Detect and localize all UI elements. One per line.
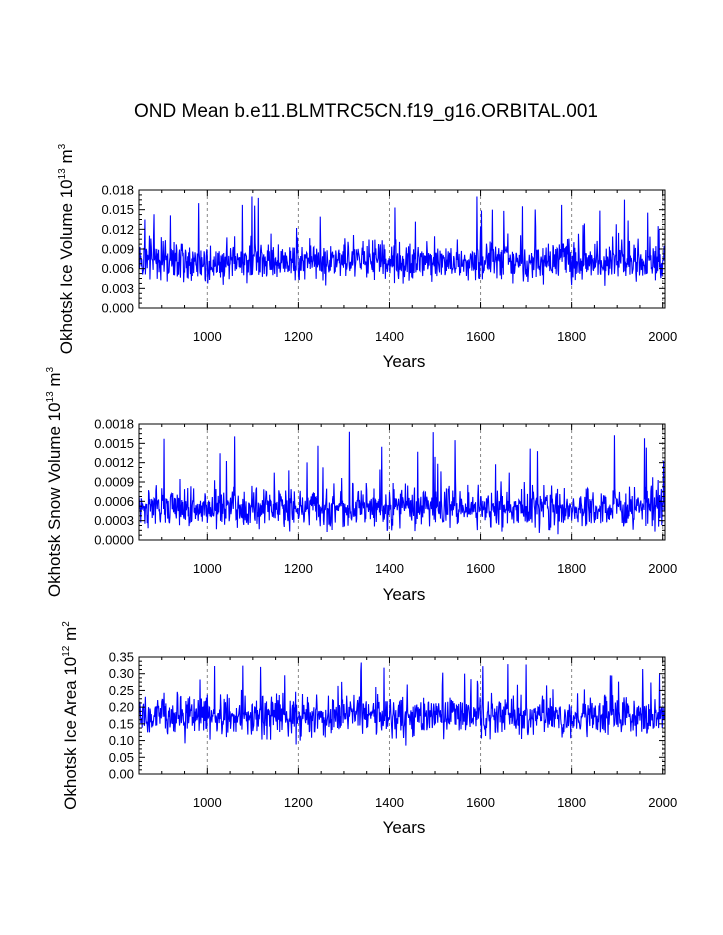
figure-title: OND Mean b.e11.BLMTRC5CN.f19_g16.ORBITAL… xyxy=(134,101,598,122)
series-line xyxy=(138,662,666,746)
y-tick-label: 0.009 xyxy=(101,242,134,257)
x-tick-label: 1400 xyxy=(375,561,404,576)
chart-panel-ice-volume: 1000 1200 1400 1600 1800 2000 0.000 0.003 0.006 0… xyxy=(57,143,677,371)
series-line xyxy=(138,196,666,286)
y-tick-label: 0.0003 xyxy=(94,513,134,528)
x-axis-title: Years xyxy=(383,585,426,604)
x-tick-label: 2000 xyxy=(648,329,677,344)
chart-panel-snow-volume: 1000 1200 1400 1600 1800 2000 0.0000 0.0003 0.00… xyxy=(45,366,677,604)
x-tick-label: 1600 xyxy=(466,561,495,576)
y-tick-label: 0.20 xyxy=(109,700,134,715)
x-tick-label: 1400 xyxy=(375,795,404,810)
y-tick-label: 0.0006 xyxy=(94,494,134,509)
y-tick-label: 0.25 xyxy=(109,683,134,698)
x-tick-label: 1000 xyxy=(193,329,222,344)
plot-frame xyxy=(138,189,666,309)
x-tick-label: 1200 xyxy=(284,795,313,810)
y-tick-label: 0.015 xyxy=(101,202,134,217)
y-axis-title: Okhotsk Ice Volume 1013 m3 xyxy=(57,143,76,354)
x-tick-label: 1200 xyxy=(284,561,313,576)
y-tick-label: 0.30 xyxy=(109,666,134,681)
x-tick-label: 2000 xyxy=(648,795,677,810)
x-tick-label: 1800 xyxy=(557,561,586,576)
y-axis-title: Okhotsk Snow Volume 1013 m3 xyxy=(45,366,64,597)
y-tick-label: 0.0015 xyxy=(94,436,134,451)
y-tick-label: 0.05 xyxy=(109,750,134,765)
x-tick-label: 1200 xyxy=(284,329,313,344)
x-tick-label: 1600 xyxy=(466,329,495,344)
y-tick-label: 0.0009 xyxy=(94,475,134,490)
x-tick-label: 1000 xyxy=(193,795,222,810)
y-tick-label: 0.0012 xyxy=(94,455,134,470)
x-tick-label: 1000 xyxy=(193,561,222,576)
y-tick-label: 0.35 xyxy=(109,650,134,665)
y-tick-label: 0.018 xyxy=(101,183,134,198)
y-axis-title: Okhotsk Ice Area 1012 m2 xyxy=(61,621,80,810)
series-line xyxy=(138,431,666,535)
x-tick-label: 1800 xyxy=(557,795,586,810)
y-tick-label: 0.00 xyxy=(109,767,134,782)
y-tick-label: 0.0018 xyxy=(94,417,134,432)
y-tick-label: 0.10 xyxy=(109,733,134,748)
x-tick-label: 1800 xyxy=(557,329,586,344)
y-tick-label: 0.000 xyxy=(101,301,134,316)
y-tick-label: 0.15 xyxy=(109,716,134,731)
x-tick-label: 1600 xyxy=(466,795,495,810)
y-tick-label: 0.006 xyxy=(101,261,134,276)
y-tick-label: 0.0000 xyxy=(94,533,134,548)
x-tick-label: 1400 xyxy=(375,329,404,344)
x-axis-title: Years xyxy=(383,818,426,837)
x-tick-label: 2000 xyxy=(648,561,677,576)
y-tick-label: 0.003 xyxy=(101,281,134,296)
x-axis-title: Years xyxy=(383,352,426,371)
chart-panel-ice-area: 1000 1200 1400 1600 1800 2000 0.00 0.05 0.10 0.15… xyxy=(61,621,677,837)
y-tick-label: 0.012 xyxy=(101,222,134,237)
